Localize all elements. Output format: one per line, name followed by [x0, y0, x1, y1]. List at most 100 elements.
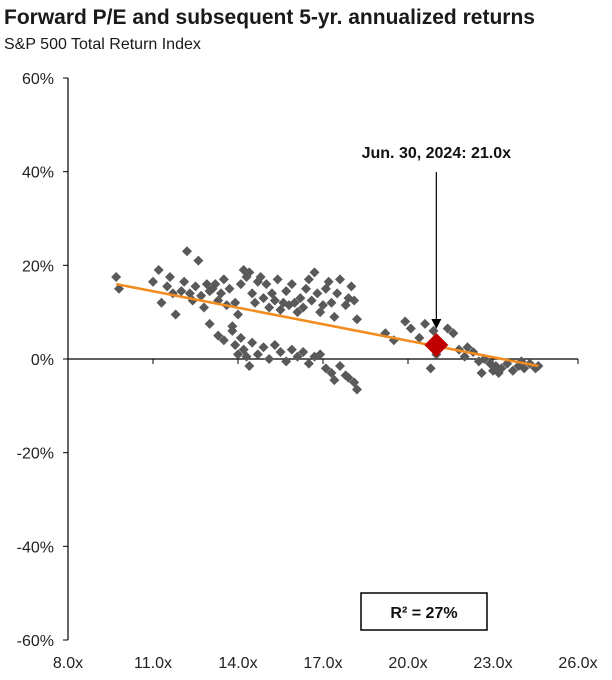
scatter-point	[298, 346, 309, 357]
scatter-point	[241, 351, 252, 362]
scatter-point	[318, 300, 328, 311]
scatter-point	[459, 351, 470, 362]
scatter-point	[292, 307, 303, 318]
scatter-point	[309, 267, 320, 278]
scatter-point	[502, 358, 513, 369]
scatter-point	[193, 255, 204, 266]
scatter-point	[352, 384, 362, 395]
scatter-point	[190, 281, 201, 292]
scatter-point	[235, 279, 246, 290]
scatter-point	[233, 349, 243, 360]
scatter-point	[329, 375, 340, 386]
scatter-point	[335, 361, 345, 372]
scatter-point	[352, 314, 362, 325]
y-tick-label: 20%	[22, 258, 54, 275]
scatter-point	[462, 342, 473, 353]
scatter-point	[204, 318, 215, 329]
scatter-point	[507, 365, 518, 376]
scatter-point	[281, 356, 292, 367]
y-tick-label: -60%	[17, 633, 54, 650]
x-tick-label: 20.0x	[388, 655, 427, 672]
y-tick-label: 40%	[22, 165, 54, 182]
scatter-point	[153, 265, 164, 276]
scatter-point	[235, 332, 246, 343]
scatter-point	[493, 368, 504, 379]
scatter-point	[295, 293, 306, 304]
scatter-point	[320, 363, 331, 374]
x-tick-label: 8.0x	[53, 655, 83, 672]
x-tick-label: 26.0x	[558, 655, 597, 672]
scatter-point	[306, 295, 317, 306]
chart-title: Forward P/E and subsequent 5-yr. annuali…	[4, 6, 535, 29]
scatter-point	[303, 358, 314, 369]
scatter-point	[420, 318, 430, 329]
scatter-point	[216, 288, 226, 299]
scatter-point	[210, 279, 221, 290]
scatter-point	[332, 288, 343, 299]
scatter-point	[329, 311, 340, 322]
scatter-point	[199, 302, 209, 313]
annotation-arrow-head	[431, 318, 442, 329]
scatter-point	[111, 272, 122, 283]
scatter-point	[213, 330, 224, 341]
scatter-point	[315, 349, 326, 360]
scatter-point	[179, 276, 190, 287]
scatter-point	[233, 309, 243, 320]
scatter-point	[247, 288, 258, 299]
scatter-point	[162, 281, 173, 292]
scatter-point	[218, 335, 229, 346]
scatter-point	[405, 323, 416, 334]
scatter-point	[335, 274, 345, 285]
scatter-point	[230, 297, 241, 308]
x-tick-label: 17.0x	[303, 655, 342, 672]
scatter-point	[218, 274, 229, 285]
scatter-point	[312, 288, 323, 299]
scatter-point	[165, 272, 175, 283]
scatter-point	[349, 295, 360, 306]
scatter-point	[292, 351, 303, 362]
scatter-point	[272, 274, 283, 285]
scatter-point	[230, 339, 241, 350]
scatter-point	[303, 274, 314, 285]
scatter-point	[261, 279, 272, 290]
scatter-point	[286, 279, 297, 290]
scatter-point	[286, 344, 297, 355]
scatter-point	[264, 302, 275, 313]
scatter-point	[252, 349, 263, 360]
scatter-point	[156, 297, 167, 308]
scatter-point	[258, 293, 269, 304]
r-squared-box	[360, 592, 488, 631]
scatter-point	[269, 339, 280, 350]
scatter-point	[148, 276, 158, 287]
scatter-point	[269, 295, 280, 306]
scatter-point	[250, 297, 260, 308]
y-tick-label: 0%	[31, 352, 54, 369]
scatter-point	[244, 267, 255, 278]
y-tick-label: 60%	[22, 71, 54, 88]
scatter-point	[264, 354, 275, 364]
scatter-point	[323, 276, 334, 287]
x-tick-label: 23.0x	[473, 655, 512, 672]
scatter-point	[244, 361, 255, 372]
scatter-point	[182, 246, 192, 257]
scatter-point	[196, 290, 207, 301]
annotation-label: Jun. 30, 2024: 21.0x	[362, 145, 512, 162]
scatter-point	[442, 323, 453, 334]
x-tick-label: 14.0x	[218, 655, 257, 672]
scatter-point	[176, 286, 187, 297]
scatter-point	[227, 325, 238, 336]
scatter-point	[301, 283, 311, 294]
y-tick-label: -40%	[17, 539, 54, 556]
scatter-point	[448, 328, 459, 339]
scatter-point	[340, 370, 351, 381]
r-squared-label: R² = 27%	[390, 605, 457, 622]
scatter-point	[400, 316, 411, 327]
highlight-point	[424, 332, 449, 357]
y-tick-label: -20%	[17, 446, 54, 463]
scatter-point	[255, 272, 266, 283]
scatter-point	[298, 302, 309, 313]
scatter-point	[258, 342, 269, 353]
scatter-point	[476, 368, 487, 379]
scatter-point	[414, 332, 425, 343]
